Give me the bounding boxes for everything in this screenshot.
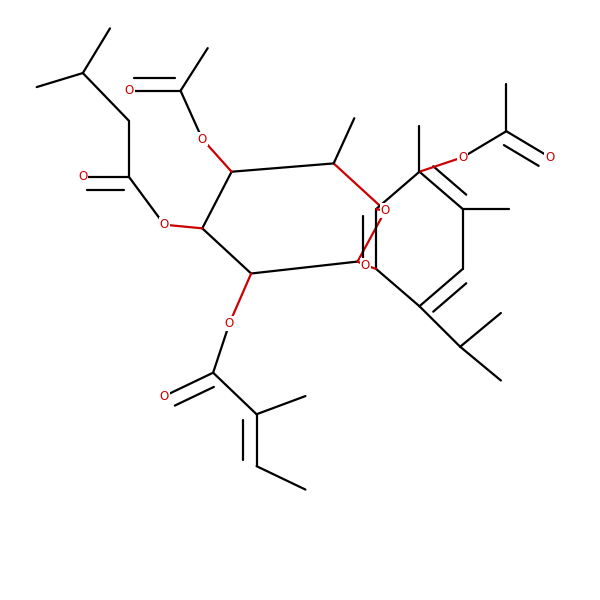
Text: O: O (160, 218, 169, 231)
Text: O: O (78, 170, 88, 184)
Text: O: O (458, 151, 467, 164)
Text: O: O (160, 389, 169, 403)
Text: O: O (124, 84, 134, 97)
Text: O: O (225, 317, 234, 330)
Text: O: O (197, 133, 207, 146)
Text: O: O (361, 259, 370, 272)
Text: O: O (545, 151, 554, 164)
Text: O: O (380, 204, 390, 217)
